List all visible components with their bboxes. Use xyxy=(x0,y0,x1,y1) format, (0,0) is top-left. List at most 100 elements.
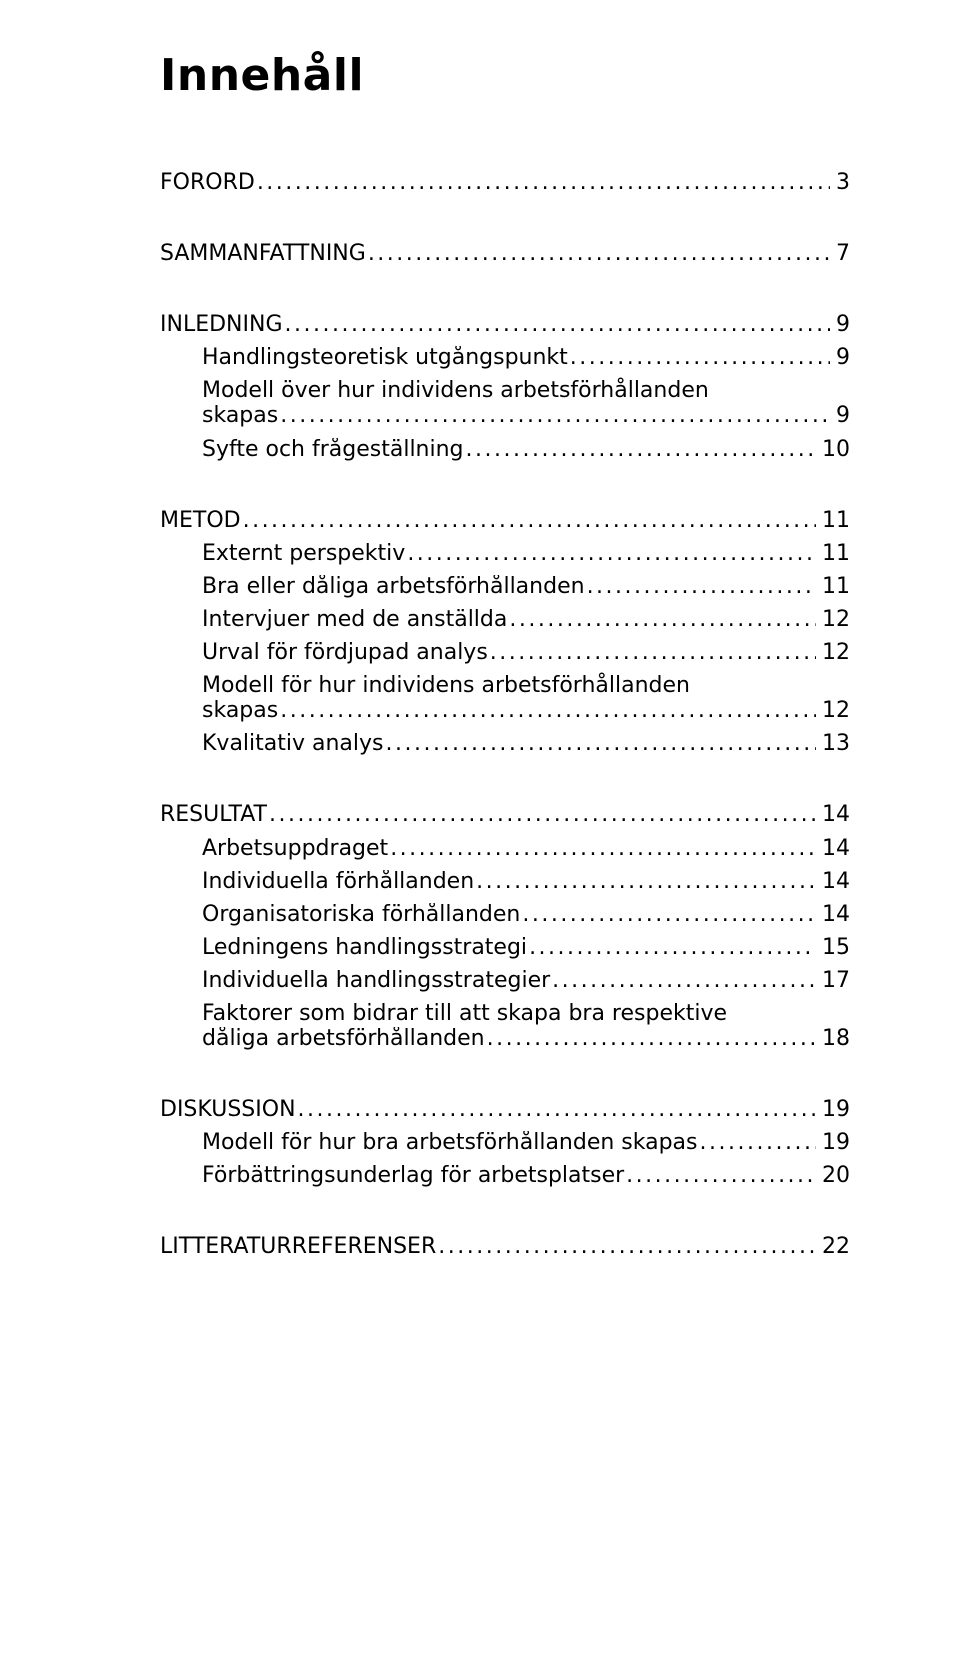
dot-leader xyxy=(464,438,816,461)
dot-leader xyxy=(568,346,830,369)
toc-entry: Handlingsteoretisk utgångspunkt9 xyxy=(202,346,850,369)
toc-entry-label: Modell för hur bra arbetsförhållanden sk… xyxy=(202,1131,698,1154)
toc-entry: Externt perspektiv 11 xyxy=(202,542,850,565)
dot-leader xyxy=(474,870,816,893)
spacer xyxy=(160,893,850,903)
dot-leader xyxy=(507,608,816,631)
toc-entry: Modell för hur bra arbetsförhållanden sk… xyxy=(202,1131,850,1154)
toc-entry: FÖRORD 3 xyxy=(160,171,850,194)
toc-entry: SAMMANFATTNING7 xyxy=(160,242,850,265)
dot-leader xyxy=(267,803,816,826)
spacer xyxy=(160,532,850,542)
toc-entry-page: 14 xyxy=(816,870,850,893)
dot-leader xyxy=(698,1131,816,1154)
toc-entry-label: METOD xyxy=(160,509,241,532)
dot-leader xyxy=(485,1027,816,1050)
spacer xyxy=(160,1050,850,1098)
toc-entry-label: Individuella förhållanden xyxy=(202,870,474,893)
toc-entry-label: Externt perspektiv xyxy=(202,542,405,565)
toc-entry-label: Syfte och frågeställning xyxy=(202,438,464,461)
toc-entry-page: 22 xyxy=(816,1235,850,1258)
toc-entry-page: 19 xyxy=(816,1131,850,1154)
toc-entry-label: Individuella handlingsstrategier xyxy=(202,969,550,992)
toc-entry-label: FÖRORD xyxy=(160,171,255,194)
toc-entry-page: 11 xyxy=(816,509,850,532)
toc-entry-page: 14 xyxy=(816,903,850,926)
toc-entry: Individuella förhållanden 14 xyxy=(202,870,850,893)
toc-entry-page: 12 xyxy=(816,641,850,664)
toc-entry: Bra eller dåliga arbetsförhållanden11 xyxy=(202,575,850,598)
spacer xyxy=(160,1187,850,1235)
toc-entry-page: 3 xyxy=(830,171,850,194)
document-page: Innehåll FÖRORD 3 SAMMANFATTNING7 INLEDNING… xyxy=(0,0,960,1676)
toc-entry-page: 13 xyxy=(816,732,850,755)
dot-leader xyxy=(241,509,816,532)
toc-entry-label: skapas xyxy=(202,404,278,427)
toc-entry: skapas12 xyxy=(202,699,850,722)
spacer xyxy=(160,755,850,803)
toc-entry-page: 12 xyxy=(816,608,850,631)
spacer xyxy=(160,565,850,575)
toc-entry: Kvalitativ analys 13 xyxy=(202,732,850,755)
dot-leader xyxy=(384,732,816,755)
toc-entry-label: DISKUSSION xyxy=(160,1098,296,1121)
dot-leader xyxy=(296,1098,816,1121)
toc-entry-label: Urval för fördjupad analys xyxy=(202,641,488,664)
toc-entry-page: 7 xyxy=(830,242,850,265)
toc-entry-label: LITTERATURREFERENSER xyxy=(160,1235,436,1258)
dot-leader xyxy=(255,171,830,194)
toc-entry-page: 12 xyxy=(816,699,850,722)
toc-title: Innehåll xyxy=(160,50,850,101)
spacer xyxy=(160,598,850,608)
toc-entry-label: Organisatoriska förhållanden xyxy=(202,903,520,926)
toc-entry-label: Förbättringsunderlag för arbetsplatser xyxy=(202,1164,624,1187)
toc-entry-label-wrap: Modell för hur individens arbetsförhålla… xyxy=(202,674,850,697)
dot-leader xyxy=(527,936,816,959)
dot-leader xyxy=(550,969,816,992)
dot-leader xyxy=(366,242,830,265)
spacer xyxy=(160,860,850,870)
dot-leader xyxy=(585,575,816,598)
spacer xyxy=(160,1121,850,1131)
spacer xyxy=(160,461,850,509)
toc-entry: Syfte och frågeställning10 xyxy=(202,438,850,461)
toc-entry-label: RESULTAT xyxy=(160,803,267,826)
dot-leader xyxy=(520,903,816,926)
toc-entry-label: Bra eller dåliga arbetsförhållanden xyxy=(202,575,585,598)
toc-entry: Organisatoriska förhållanden 14 xyxy=(202,903,850,926)
spacer xyxy=(160,336,850,346)
spacer xyxy=(160,265,850,313)
spacer xyxy=(160,959,850,969)
toc-entry-page: 18 xyxy=(816,1027,850,1050)
toc-entry: Arbetsuppdraget 14 xyxy=(202,837,850,860)
toc-entry: Urval för fördjupad analys 12 xyxy=(202,641,850,664)
spacer xyxy=(160,926,850,936)
toc-entry-page: 14 xyxy=(816,837,850,860)
spacer xyxy=(160,722,850,732)
toc-entry-page: 14 xyxy=(816,803,850,826)
spacer xyxy=(160,428,850,438)
toc-entry-label-wrap: Faktorer som bidrar till att skapa bra r… xyxy=(202,1002,850,1025)
toc-entry-page: 19 xyxy=(816,1098,850,1121)
toc-entry: Ledningens handlingsstrategi15 xyxy=(202,936,850,959)
toc-entry: Individuella handlingsstrategier17 xyxy=(202,969,850,992)
dot-leader xyxy=(624,1164,816,1187)
toc-entry-page: 11 xyxy=(816,542,850,565)
toc-entry-page: 20 xyxy=(816,1164,850,1187)
spacer xyxy=(160,1154,850,1164)
dot-leader xyxy=(278,699,816,722)
toc-entry-page: 9 xyxy=(830,313,850,336)
dot-leader xyxy=(405,542,816,565)
toc-entry: Förbättringsunderlag för arbetsplatser 20 xyxy=(202,1164,850,1187)
toc-entry-label: Kvalitativ analys xyxy=(202,732,384,755)
toc-entry-label: Ledningens handlingsstrategi xyxy=(202,936,527,959)
dot-leader xyxy=(283,313,831,336)
toc-entry: METOD 11 xyxy=(160,509,850,532)
toc-entry-label: INLEDNING xyxy=(160,313,283,336)
toc-entry-label: Handlingsteoretisk utgångspunkt xyxy=(202,346,568,369)
toc-entry: INLEDNING 9 xyxy=(160,313,850,336)
spacer xyxy=(160,631,850,641)
table-of-contents: FÖRORD 3 SAMMANFATTNING7 INLEDNING 9 Handling… xyxy=(160,171,850,1259)
dot-leader xyxy=(278,404,830,427)
toc-entry-label: Arbetsuppdraget xyxy=(202,837,388,860)
